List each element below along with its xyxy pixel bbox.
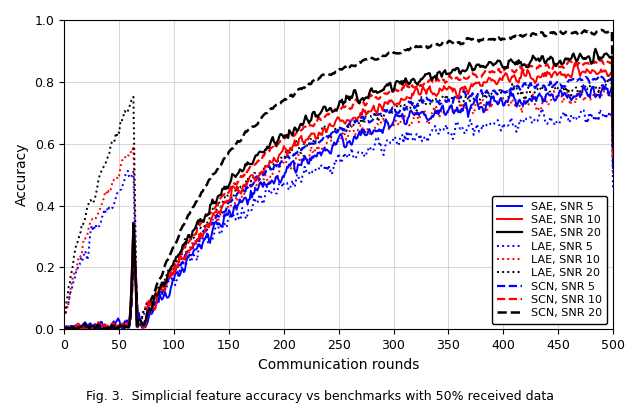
- X-axis label: Communication rounds: Communication rounds: [258, 358, 419, 372]
- Text: Fig. 3.  Simplicial feature accuracy vs benchmarks with 50% received data: Fig. 3. Simplicial feature accuracy vs b…: [86, 390, 554, 403]
- Legend: SAE, SNR 5, SAE, SNR 10, SAE, SNR 20, LAE, SNR 5, LAE, SNR 10, LAE, SNR 20, SCN,: SAE, SNR 5, SAE, SNR 10, SAE, SNR 20, LA…: [492, 196, 607, 324]
- Y-axis label: Accuracy: Accuracy: [15, 143, 29, 206]
